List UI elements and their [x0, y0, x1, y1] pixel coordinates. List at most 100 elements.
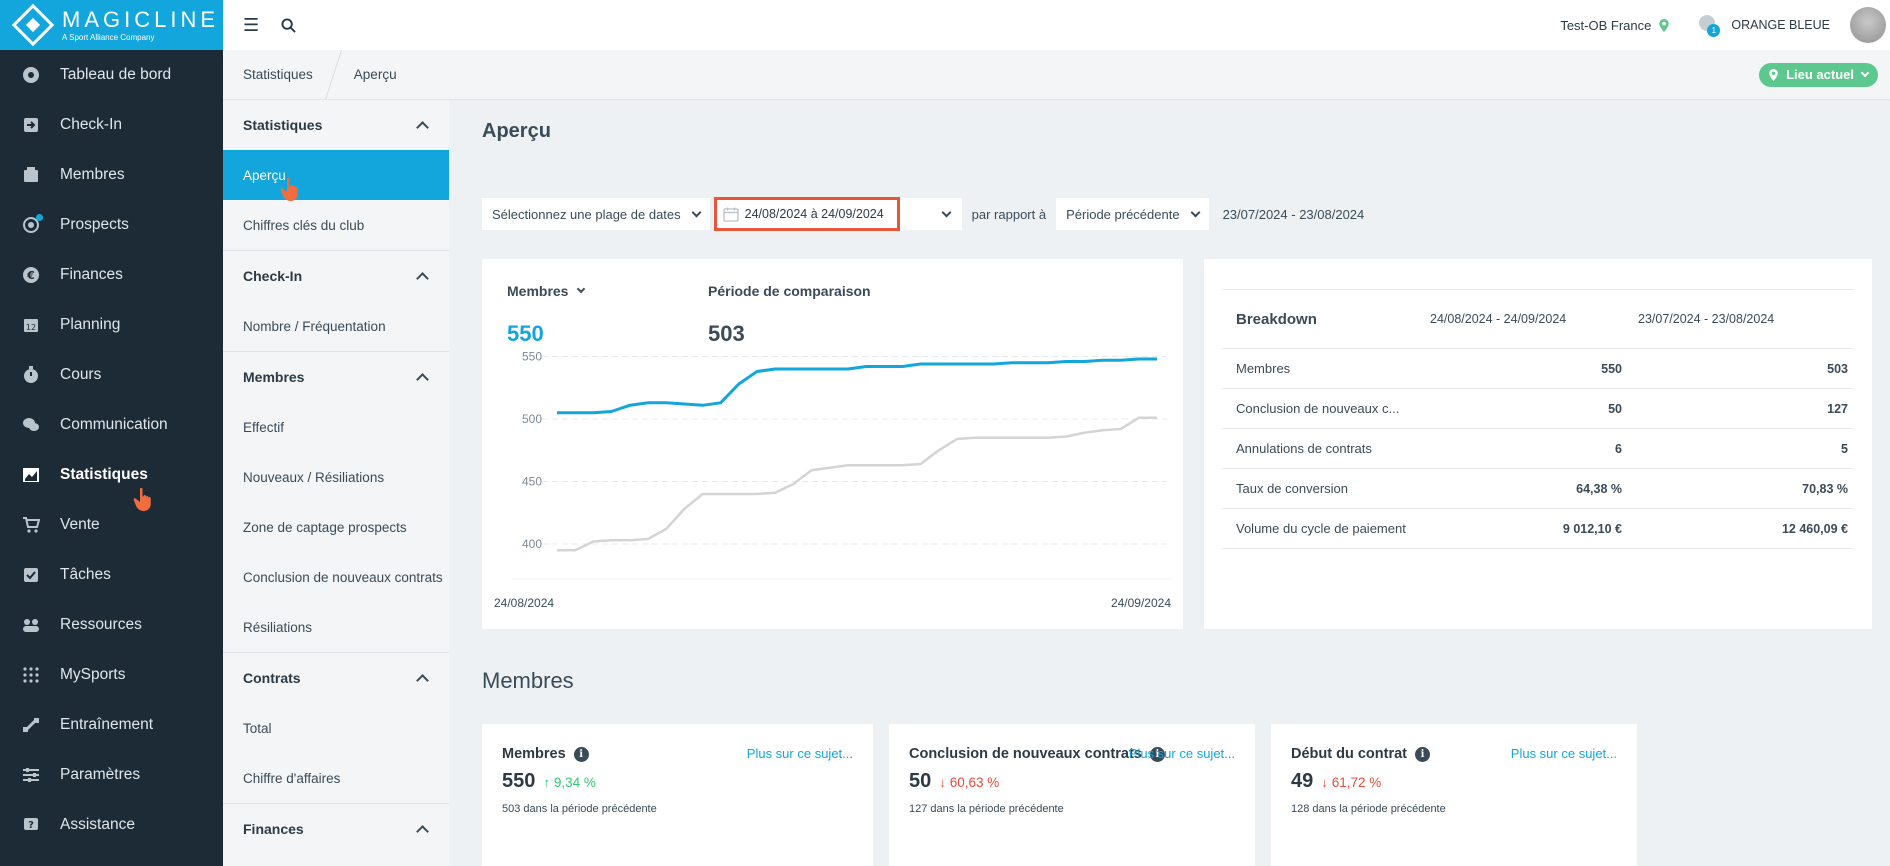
sidebar-item-tableau-de-bord[interactable]: Tableau de bord [0, 50, 223, 100]
stat-card-value-row: 550 ↑ 9,34 % [502, 770, 596, 793]
submenu-item-chiffres-cles[interactable]: Chiffres clés du club [243, 217, 365, 233]
info-icon[interactable]: i [573, 746, 589, 762]
sidebar-item-membres[interactable]: Membres [0, 150, 223, 200]
submenu-group-finances[interactable]: Finances [223, 804, 449, 854]
submenu-item-resiliations[interactable]: Résiliations [243, 619, 313, 635]
brand-tagline: A Sport Alliance Company [62, 32, 155, 42]
filter-bar: Sélectionnez une plage de dates 24/08/20… [482, 197, 1364, 231]
members-section-title: Membres [482, 668, 574, 693]
submenu-group-checkin[interactable]: Check-In [223, 251, 449, 301]
euro-icon: € [22, 266, 40, 284]
sidebar-item-label: Check-In [60, 116, 123, 133]
sidebar-item-communication[interactable]: Communication [0, 400, 223, 450]
avatar[interactable] [1850, 7, 1886, 43]
submenu-item-frequentation[interactable]: Nombre / Fréquentation [243, 318, 386, 334]
svg-text:?: ? [28, 820, 34, 831]
sidebar-item-label: Assistance [60, 816, 135, 833]
grid-icon [22, 666, 40, 684]
date-range-dropdown[interactable] [899, 198, 962, 230]
submenu-item-chiffre-affaires[interactable]: Chiffre d'affaires [243, 770, 341, 786]
current-location-button[interactable]: Lieu actuel [1759, 62, 1878, 87]
chevron-down-icon [1860, 68, 1870, 78]
sidebar-item-cours[interactable]: Cours [0, 350, 223, 400]
chat-icon [22, 416, 40, 434]
sidebar-item-ressources[interactable]: Ressources [0, 600, 223, 650]
stat-card-title-text: Membres [502, 746, 566, 762]
submenu-group-contrats[interactable]: Contrats [223, 653, 449, 703]
breakdown-row-label: Volume du cycle de paiement [1236, 521, 1406, 536]
submenu-item-total[interactable]: Total [243, 720, 272, 736]
sidebar-item-parametres[interactable]: Paramètres [0, 750, 223, 800]
info-icon[interactable]: i [1415, 746, 1430, 762]
sidebar-item-label: Entraînement [60, 716, 154, 733]
submenu-group-membres[interactable]: Membres [223, 352, 449, 402]
top-bar: ☰ Test-OB France 1 ORANGE BLEUE [223, 0, 1890, 50]
y-tick-label: 550 [522, 350, 542, 364]
sidebar-item-taches[interactable]: Tâches [0, 550, 223, 600]
submenu-item-zone-captage[interactable]: Zone de captage prospects [243, 519, 407, 535]
date-range-input[interactable]: 24/08/2024 à 24/09/2024 [713, 197, 900, 231]
page-title: Aperçu [482, 120, 551, 142]
info-icon[interactable]: i [1149, 746, 1165, 762]
hamburger-menu-icon[interactable]: ☰ [243, 14, 260, 35]
metric-select[interactable]: Membres [507, 283, 586, 299]
search-icon[interactable] [281, 17, 296, 33]
breakdown-row-current: 50 [1608, 401, 1622, 416]
checkbox-icon [22, 566, 40, 584]
user-name: ORANGE BLEUE [1731, 18, 1830, 32]
date-range-preset-value: Sélectionnez une plage de dates [492, 206, 681, 222]
statistics-submenu: Statistiques Aperçu Chiffres clés du clu… [223, 100, 449, 866]
sidebar-item-planning[interactable]: 12 Planning [0, 300, 223, 350]
svg-text:12: 12 [26, 323, 36, 332]
stat-card-change: ↓ 61,72 % [1321, 775, 1382, 790]
breakdown-row-previous: 5 [1841, 441, 1848, 456]
submenu-item-conclusion-contrats[interactable]: Conclusion de nouveaux contrats [243, 569, 443, 585]
user-menu[interactable]: ORANGE BLEUE [1731, 7, 1886, 43]
breakdown-row-previous: 503 [1827, 361, 1848, 376]
more-info-link[interactable]: Plus sur ce sujet... [1510, 746, 1617, 761]
sidebar-item-finances[interactable]: € Finances [0, 250, 223, 300]
sidebar-item-statistiques[interactable]: Statistiques [0, 450, 223, 500]
compare-period-select[interactable]: Période précédente [1056, 198, 1209, 230]
site-selector[interactable]: Test-OB France [1560, 18, 1670, 33]
svg-text:€: € [26, 269, 35, 282]
breakdown-row-current: 64,38 % [1576, 481, 1622, 496]
sidebar-item-label: Communication [60, 416, 168, 433]
breakdown-title: Breakdown [1236, 310, 1317, 328]
submenu-group-title: Finances [243, 821, 304, 837]
more-info-link[interactable]: Plus sur ce sujet... [746, 746, 853, 761]
table-row: Volume du cycle de paiement 9 012,10 € 12 … [1222, 509, 1854, 549]
breakdown-table: Breakdown 24/08/2024 - 24/09/2024 23/07/… [1222, 289, 1854, 549]
stat-card-change: ↑ 9,34 % [543, 775, 596, 790]
sidebar-item-prospects[interactable]: Prospects [0, 200, 223, 250]
notifications-icon[interactable]: 1 [1699, 15, 1721, 37]
sidebar-item-mysports[interactable]: MySports [0, 650, 223, 700]
sidebar-item-assistance[interactable]: ? Assistance [0, 800, 223, 850]
breakdown-row-current: 550 [1601, 361, 1622, 376]
brand-logo[interactable]: MAGICLINE A Sport Alliance Company [0, 0, 223, 50]
submenu-item-apercu[interactable]: Aperçu [223, 150, 449, 200]
submenu-group-statistiques[interactable]: Statistiques [223, 100, 449, 150]
sidebar-item-vente[interactable]: Vente [0, 500, 223, 550]
date-range-preset-select[interactable]: Sélectionnez une plage de dates [482, 198, 710, 230]
compare-period-value: Période précédente [1066, 206, 1180, 222]
pointer-hand-icon [280, 177, 298, 201]
breakdown-row-previous: 127 [1827, 401, 1848, 416]
sidebar-item-label: Planning [60, 316, 121, 333]
breadcrumb-item-statistiques[interactable]: Statistiques [243, 67, 313, 82]
stat-card-title: Début du contrat i [1291, 746, 1430, 762]
chevron-down-icon [1190, 207, 1201, 217]
stat-card-title-text: Début du contrat [1291, 746, 1407, 762]
sidebar-item-entrainement[interactable]: Entraînement [0, 700, 223, 750]
main-sidebar: MAGICLINE A Sport Alliance Company Table… [0, 0, 223, 866]
stat-card: Conclusion de nouveaux contrats i Plus sur… [889, 724, 1255, 866]
breakdown-header-row: Breakdown 24/08/2024 - 24/09/2024 23/07/… [1222, 289, 1854, 349]
compare-range: 23/07/2024 - 23/08/2024 [1222, 206, 1365, 222]
submenu-item-nouveaux-resiliations[interactable]: Nouveaux / Résiliations [243, 469, 385, 485]
submenu-item-effectif[interactable]: Effectif [243, 419, 285, 435]
sidebar-item-check-in[interactable]: Check-In [0, 100, 223, 150]
current-location-label: Lieu actuel [1786, 67, 1854, 82]
metric-select-value: Membres [507, 283, 569, 299]
breakdown-col-previous: 23/07/2024 - 23/08/2024 [1638, 312, 1775, 326]
more-info-link[interactable]: Plus sur ce sujet... [1128, 746, 1235, 761]
